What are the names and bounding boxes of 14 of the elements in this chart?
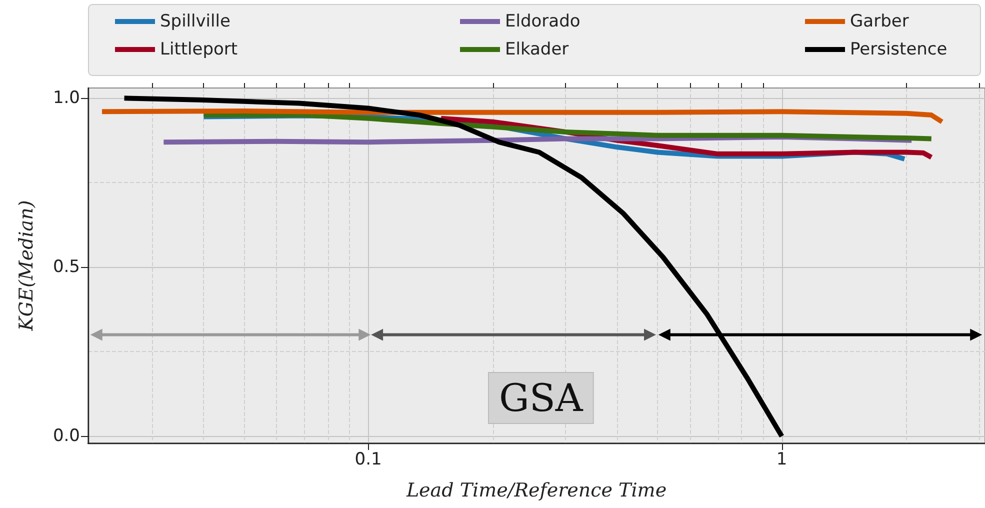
x-axis-title: Lead Time/Reference Time: [405, 480, 667, 502]
legend-label: Elkader: [505, 40, 569, 60]
y-tick-label: 0.5: [52, 257, 80, 278]
y-tick-label: 1.0: [52, 88, 80, 108]
legend-label: Persistence: [850, 40, 948, 60]
x-tick-label: 0.1: [354, 450, 382, 470]
legend-label: Garber: [850, 12, 909, 32]
y-axis-title: KGE(Median): [16, 200, 38, 332]
legend-label: Eldorado: [505, 12, 580, 32]
legend-label: Littleport: [160, 40, 238, 60]
x-tick-label: 1: [776, 450, 788, 470]
annotation: GSA: [499, 376, 584, 420]
legend-label: Spillville: [160, 12, 230, 32]
y-tick-label: 0.0: [52, 426, 80, 446]
